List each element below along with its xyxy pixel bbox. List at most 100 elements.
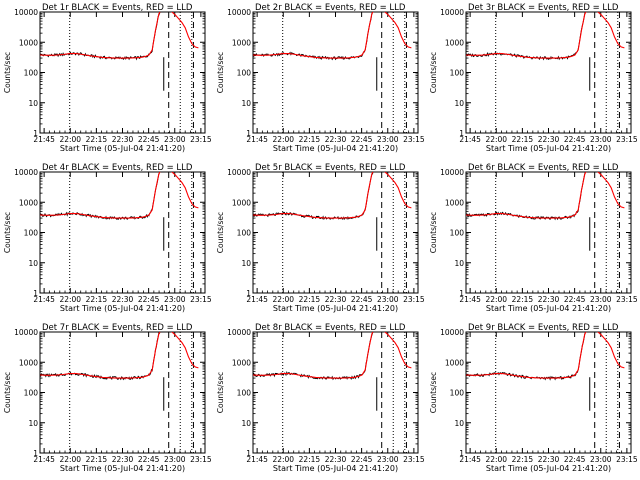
chart-title: Det 8r BLACK = Events, RED = LLD [255, 323, 406, 333]
x-tick-label: 23:00 [164, 295, 186, 304]
x-tick-label: 23:00 [164, 455, 186, 464]
y-tick-label: 1000 [232, 38, 251, 47]
x-tick-label: 23:00 [377, 295, 399, 304]
y-tick-label: 10000 [440, 168, 464, 177]
x-tick-label: 22:15 [512, 135, 534, 144]
y-tick-label: 10000 [14, 168, 38, 177]
x-tick-label: 22:45 [564, 135, 586, 144]
marker-lines [495, 172, 620, 293]
data-traces [253, 332, 412, 381]
lld-series-line [253, 332, 412, 379]
y-axis-label: Counts/sec [3, 52, 12, 93]
y-tick-label: 1000 [232, 198, 251, 207]
lld-series-line [40, 12, 199, 59]
y-tick-label: 100 [450, 229, 465, 238]
y-tick-label: 10 [454, 419, 464, 428]
x-axis-label: Start Time (05-Jul-04 21:41:20) [486, 304, 611, 313]
events-series-line [466, 172, 587, 221]
x-axis-label: Start Time (05-Jul-04 21:41:20) [273, 304, 398, 313]
x-tick-label: 22:45 [138, 455, 160, 464]
y-tick-label: 10 [241, 99, 251, 108]
x-tick-label: 22:00 [59, 455, 81, 464]
x-tick-label: 23:00 [590, 135, 612, 144]
x-axis-label: Start Time (05-Jul-04 21:41:20) [60, 304, 185, 313]
y-tick-label: 100 [24, 229, 39, 238]
x-tick-label: 21:45 [246, 295, 268, 304]
x-tick-label: 22:00 [59, 135, 81, 144]
x-tick-label: 21:45 [246, 455, 268, 464]
data-traces [40, 12, 199, 61]
marker-lines [495, 332, 620, 453]
chart-panel-6: Det 6r BLACK = Events, RED = LLD 1 10 100 10… [429, 163, 638, 313]
x-tick-label: 21:45 [33, 135, 55, 144]
x-tick-label: 22:30 [112, 135, 134, 144]
y-tick-label: 1 [246, 449, 251, 458]
y-axis-label: Counts/sec [3, 212, 12, 253]
x-tick-label: 22:15 [86, 295, 108, 304]
x-tick-label: 22:30 [538, 135, 560, 144]
events-series-line [466, 332, 587, 381]
x-tick-label: 22:15 [86, 455, 108, 464]
x-tick-label: 23:15 [403, 295, 425, 304]
x-axis-label: Start Time (05-Jul-04 21:41:20) [273, 144, 398, 153]
x-tick-label: 22:15 [512, 295, 534, 304]
x-tick-label: 22:30 [538, 295, 560, 304]
lld-series-line [40, 332, 199, 379]
x-tick-label: 22:15 [299, 135, 321, 144]
y-tick-label: 10000 [440, 328, 464, 337]
lld-series-line [466, 172, 625, 219]
x-tick-label: 22:30 [325, 135, 347, 144]
y-tick-label: 10000 [227, 328, 251, 337]
data-traces [40, 172, 199, 220]
y-axis-label: Counts/sec [429, 212, 438, 253]
events-series-line [40, 12, 161, 61]
chart-panel-4: Det 4r BLACK = Events, RED = LLD 1 10 100 10… [3, 163, 212, 313]
x-tick-label: 23:00 [377, 135, 399, 144]
marker-lines [282, 12, 407, 133]
y-tick-label: 100 [24, 389, 39, 398]
x-tick-label: 22:30 [325, 455, 347, 464]
x-tick-label: 22:15 [512, 455, 534, 464]
y-tick-label: 1000 [19, 38, 38, 47]
x-tick-label: 22:45 [351, 295, 373, 304]
y-tick-label: 10 [28, 419, 38, 428]
y-tick-label: 1 [246, 129, 251, 138]
x-tick-label: 23:15 [616, 135, 638, 144]
x-tick-label: 22:45 [564, 295, 586, 304]
y-tick-label: 10 [241, 259, 251, 268]
x-tick-label: 22:30 [538, 455, 560, 464]
y-axis-label: Counts/sec [429, 52, 438, 93]
x-tick-label: 23:15 [403, 455, 425, 464]
y-tick-label: 1 [33, 129, 38, 138]
x-tick-label: 22:00 [59, 295, 81, 304]
x-tick-label: 23:15 [190, 455, 212, 464]
x-tick-label: 21:45 [33, 455, 55, 464]
marker-lines [282, 332, 407, 453]
y-tick-label: 10 [28, 99, 38, 108]
x-tick-label: 23:00 [377, 455, 399, 464]
events-series-line [253, 332, 374, 381]
y-tick-label: 10000 [14, 328, 38, 337]
y-tick-label: 100 [24, 69, 39, 78]
x-tick-label: 22:15 [299, 455, 321, 464]
y-tick-label: 100 [237, 229, 252, 238]
x-tick-label: 22:45 [564, 455, 586, 464]
y-tick-label: 1000 [19, 198, 38, 207]
y-tick-label: 100 [450, 69, 465, 78]
chart-title: Det 6r BLACK = Events, RED = LLD [468, 163, 619, 173]
y-axis-label: Counts/sec [216, 372, 225, 413]
y-tick-label: 1 [246, 289, 251, 298]
data-traces [466, 172, 625, 221]
y-axis-label: Counts/sec [3, 372, 12, 413]
y-tick-label: 10 [454, 259, 464, 268]
chart-title: Det 1r BLACK = Events, RED = LLD [42, 3, 193, 13]
lld-series-line [253, 12, 412, 59]
marker-lines [69, 332, 194, 453]
y-tick-label: 1000 [232, 358, 251, 367]
y-tick-label: 10 [28, 259, 38, 268]
chart-title: Det 9r BLACK = Events, RED = LLD [468, 323, 619, 333]
x-tick-label: 23:00 [590, 455, 612, 464]
x-tick-label: 22:15 [299, 295, 321, 304]
y-tick-label: 100 [237, 389, 252, 398]
